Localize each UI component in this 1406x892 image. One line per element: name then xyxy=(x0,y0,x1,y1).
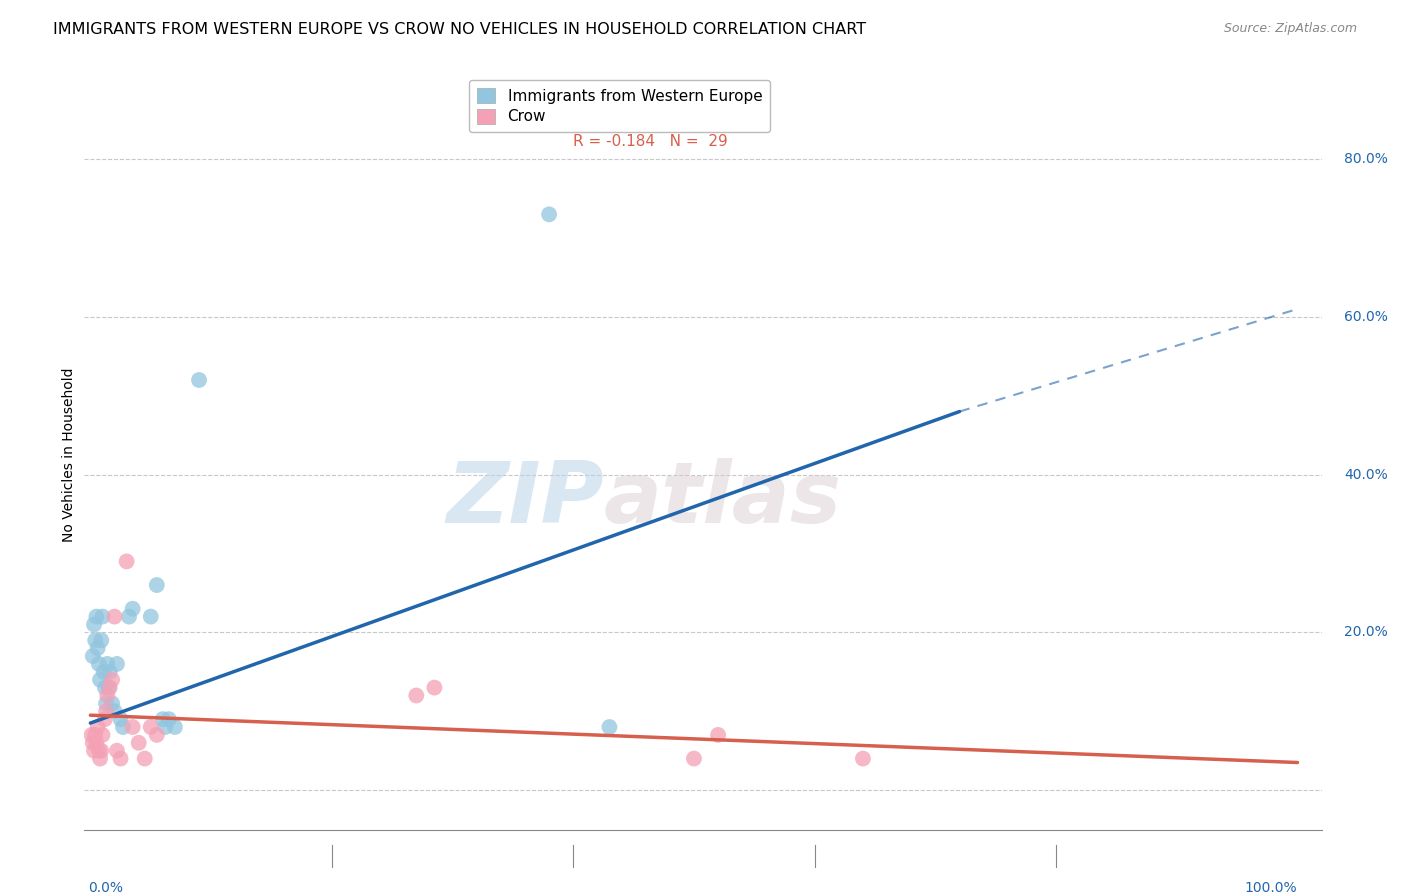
Text: IMMIGRANTS FROM WESTERN EUROPE VS CROW NO VEHICLES IN HOUSEHOLD CORRELATION CHAR: IMMIGRANTS FROM WESTERN EUROPE VS CROW N… xyxy=(53,22,866,37)
Point xyxy=(94,712,117,726)
Point xyxy=(103,609,125,624)
Point xyxy=(96,689,118,703)
Point xyxy=(82,736,104,750)
Point xyxy=(86,720,108,734)
Point xyxy=(89,751,111,765)
Point xyxy=(80,728,103,742)
Point xyxy=(91,609,114,624)
Text: Source: ZipAtlas.com: Source: ZipAtlas.com xyxy=(1223,22,1357,36)
Point xyxy=(152,712,174,726)
Point xyxy=(405,689,427,703)
Text: 80.0%: 80.0% xyxy=(1344,153,1388,166)
Point xyxy=(139,720,162,734)
Point xyxy=(96,657,118,671)
Point xyxy=(121,720,143,734)
Legend: Immigrants from Western Europe, Crow: Immigrants from Western Europe, Crow xyxy=(470,80,770,132)
Point xyxy=(87,657,110,671)
Point xyxy=(87,744,110,758)
Point xyxy=(188,373,211,387)
Point xyxy=(115,554,138,568)
Point xyxy=(538,207,561,221)
Point xyxy=(598,720,620,734)
Point xyxy=(146,578,169,592)
Point xyxy=(707,728,730,742)
Text: 100.0%: 100.0% xyxy=(1244,880,1298,892)
Point xyxy=(110,751,132,765)
Point xyxy=(101,673,124,687)
Point xyxy=(94,704,117,718)
Text: atlas: atlas xyxy=(605,458,842,541)
Point xyxy=(97,681,120,695)
Point xyxy=(163,720,186,734)
Y-axis label: No Vehicles in Household: No Vehicles in Household xyxy=(62,368,76,542)
Point xyxy=(423,681,446,695)
Point xyxy=(852,751,875,765)
Text: 60.0%: 60.0% xyxy=(1344,310,1388,324)
Point xyxy=(157,712,180,726)
Point xyxy=(105,744,128,758)
Point xyxy=(111,720,134,734)
Point xyxy=(86,736,108,750)
Point xyxy=(82,648,104,663)
Point xyxy=(91,728,114,742)
Point xyxy=(98,681,121,695)
Text: R =  0.493   N =  31: R = 0.493 N = 31 xyxy=(574,105,727,120)
Point xyxy=(83,617,105,632)
Text: ZIP: ZIP xyxy=(446,458,605,541)
Point xyxy=(110,712,132,726)
Point xyxy=(146,728,169,742)
Point xyxy=(84,728,107,742)
Point xyxy=(90,633,112,648)
Point xyxy=(84,633,107,648)
Point xyxy=(101,697,124,711)
Point xyxy=(128,736,150,750)
Point xyxy=(155,720,177,734)
Point xyxy=(105,657,128,671)
Point xyxy=(83,744,105,758)
Text: 20.0%: 20.0% xyxy=(1344,625,1388,640)
Point xyxy=(118,609,141,624)
Point xyxy=(139,609,162,624)
Point xyxy=(98,665,121,679)
Point xyxy=(121,601,143,615)
Point xyxy=(86,609,108,624)
Point xyxy=(86,641,108,656)
Point xyxy=(134,751,156,765)
Text: 0.0%: 0.0% xyxy=(89,880,122,892)
Point xyxy=(93,665,115,679)
Point xyxy=(90,744,112,758)
Point xyxy=(89,673,111,687)
Point xyxy=(94,697,117,711)
Text: 40.0%: 40.0% xyxy=(1344,467,1388,482)
Point xyxy=(683,751,706,765)
Point xyxy=(94,681,117,695)
Text: R = -0.184   N =  29: R = -0.184 N = 29 xyxy=(574,134,728,149)
Point xyxy=(103,704,125,718)
